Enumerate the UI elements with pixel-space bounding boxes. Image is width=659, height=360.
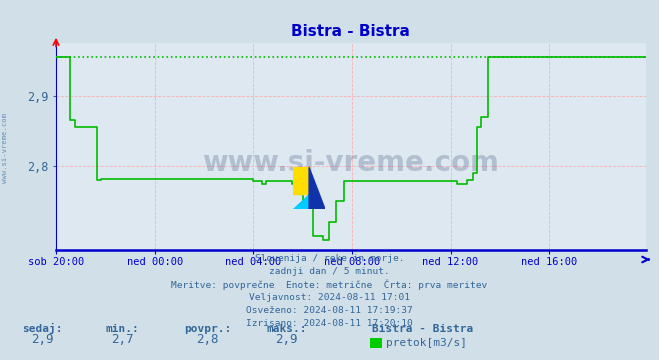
Text: www.si-vreme.com: www.si-vreme.com [202, 149, 500, 177]
Text: pretok[m3/s]: pretok[m3/s] [386, 338, 467, 348]
Text: zadnji dan / 5 minut.: zadnji dan / 5 minut. [269, 267, 390, 276]
Text: Izrisano: 2024-08-11 17:20:10: Izrisano: 2024-08-11 17:20:10 [246, 319, 413, 328]
Text: min.:: min.: [105, 324, 139, 334]
Title: Bistra - Bistra: Bistra - Bistra [291, 24, 411, 39]
Text: Meritve: povprečne  Enote: metrične  Črta: prva meritev: Meritve: povprečne Enote: metrične Črta:… [171, 280, 488, 290]
Text: 2,9: 2,9 [275, 333, 298, 346]
Text: maks.:: maks.: [266, 324, 307, 334]
Polygon shape [309, 167, 325, 209]
Text: povpr.:: povpr.: [184, 324, 231, 334]
Text: 2,7: 2,7 [111, 333, 133, 346]
Bar [293, 167, 309, 194]
Text: Veljavnost: 2024-08-11 17:01: Veljavnost: 2024-08-11 17:01 [249, 293, 410, 302]
Text: Osveženo: 2024-08-11 17:19:37: Osveženo: 2024-08-11 17:19:37 [246, 306, 413, 315]
Text: 2,9: 2,9 [32, 333, 54, 346]
Text: 2,8: 2,8 [196, 333, 219, 346]
Text: Slovenija / reke in morje.: Slovenija / reke in morje. [255, 254, 404, 263]
Polygon shape [293, 194, 309, 209]
Text: www.si-vreme.com: www.si-vreme.com [2, 113, 9, 183]
Text: sedaj:: sedaj: [22, 323, 63, 334]
Text: Bistra - Bistra: Bistra - Bistra [372, 324, 474, 334]
